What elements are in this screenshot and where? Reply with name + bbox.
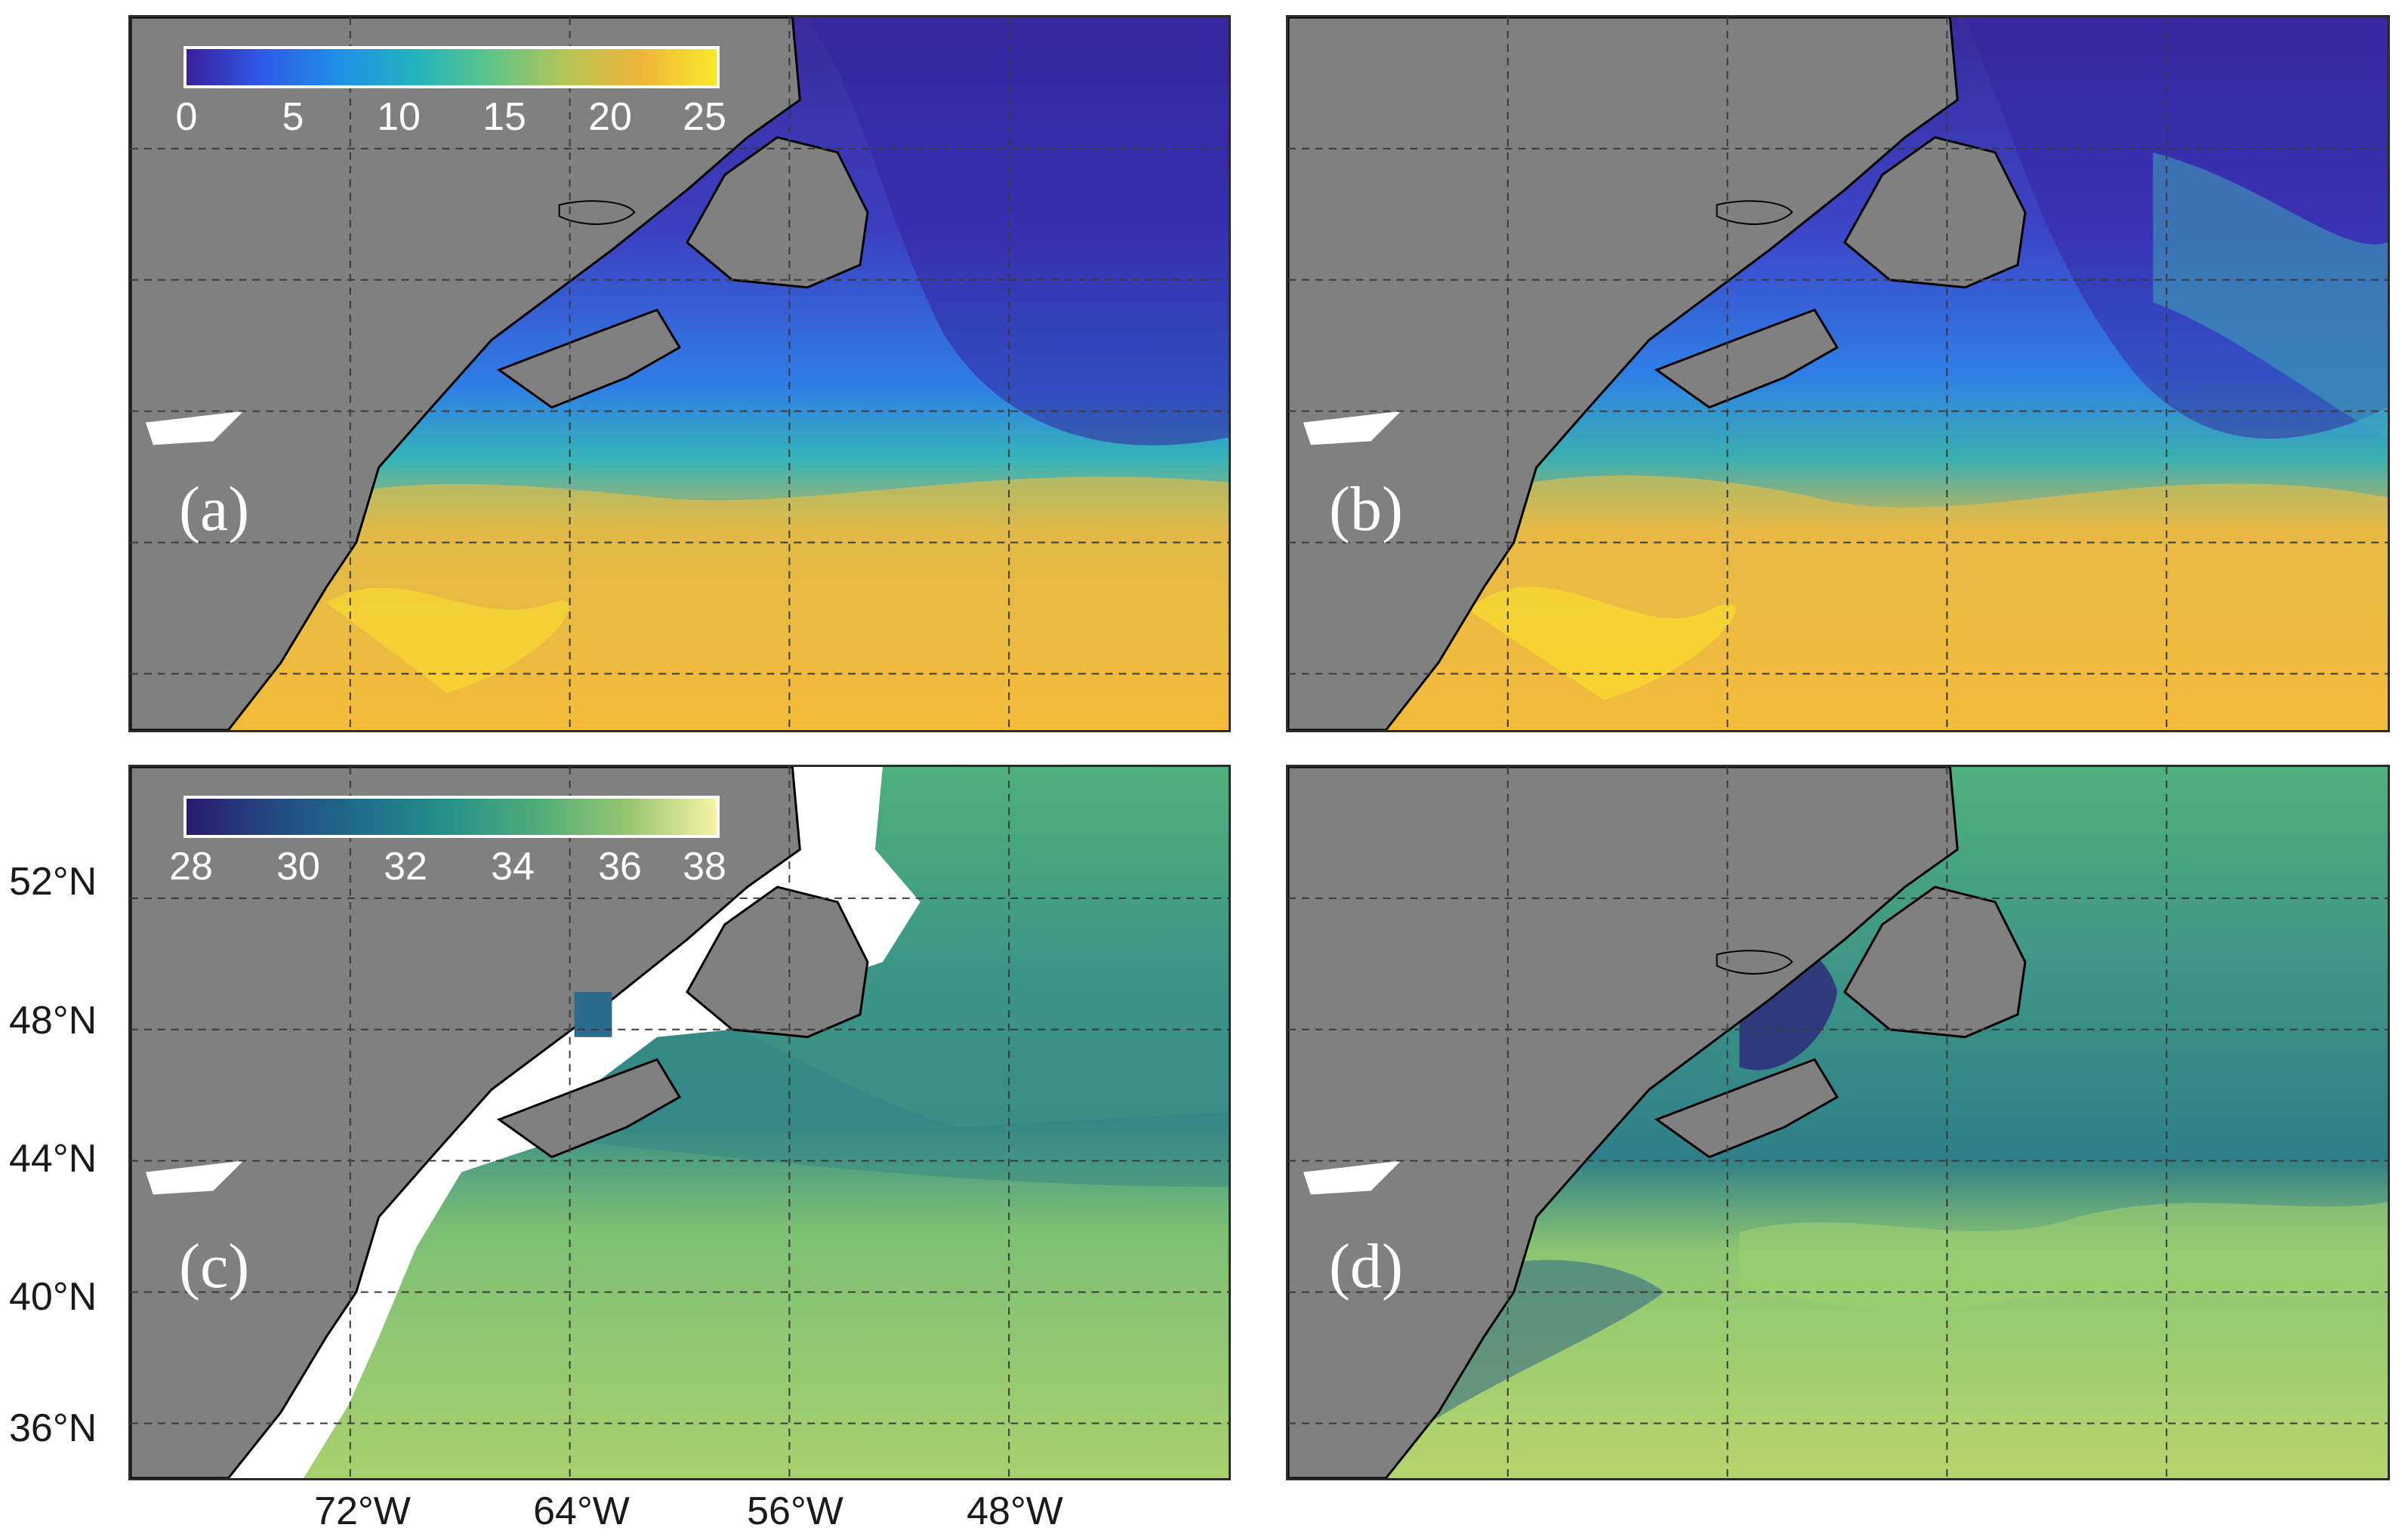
lat-label: 52°N bbox=[9, 860, 97, 904]
temperature-tick: 10 bbox=[377, 95, 421, 139]
salinity-tick: 30 bbox=[276, 845, 320, 889]
lon-label: 56°W bbox=[747, 1489, 843, 1533]
lon-label: 64°W bbox=[533, 1489, 630, 1533]
salinity-tick: 38 bbox=[683, 845, 726, 889]
panel-label-c: (c) bbox=[179, 1231, 250, 1301]
lat-label: 36°N bbox=[9, 1406, 97, 1450]
lat-label: 48°N bbox=[9, 999, 97, 1043]
panel-b: (b) bbox=[1286, 15, 2390, 732]
salinity-tick: 32 bbox=[384, 845, 427, 889]
panel-label-b: (b) bbox=[1329, 474, 1403, 544]
temperature-tick: 5 bbox=[282, 95, 304, 139]
temperature-tick: 15 bbox=[483, 95, 526, 139]
temperature-colorbar: 0 5 10 15 20 25 bbox=[176, 46, 726, 143]
map-b bbox=[1288, 17, 2388, 730]
temperature-tick: 0 bbox=[175, 95, 198, 139]
panel-a: 0 5 10 15 20 25 (a) bbox=[128, 15, 1231, 732]
temperature-tick: 25 bbox=[683, 95, 726, 139]
map-c bbox=[131, 767, 1229, 1478]
panel-label-a: (a) bbox=[179, 474, 250, 544]
panel-label-d: (d) bbox=[1329, 1231, 1403, 1301]
temperature-tick: 20 bbox=[588, 95, 632, 139]
panel-c: 28 30 32 34 36 38 (c) bbox=[128, 765, 1231, 1480]
temperature-colorbar-gradient bbox=[183, 46, 720, 88]
salinity-tick: 36 bbox=[598, 845, 642, 889]
lat-label: 40°N bbox=[9, 1275, 97, 1319]
salinity-colorbar: 28 30 32 34 36 38 bbox=[169, 796, 726, 892]
lat-label: 44°N bbox=[9, 1137, 97, 1181]
lon-label: 48°W bbox=[967, 1489, 1063, 1533]
panel-d: (d) bbox=[1286, 765, 2390, 1480]
salinity-tick: 34 bbox=[491, 845, 535, 889]
lon-label: 72°W bbox=[314, 1489, 411, 1533]
salinity-tick: 28 bbox=[169, 845, 213, 889]
map-d bbox=[1288, 767, 2388, 1478]
salinity-colorbar-gradient bbox=[183, 796, 720, 838]
map-a bbox=[131, 17, 1229, 730]
